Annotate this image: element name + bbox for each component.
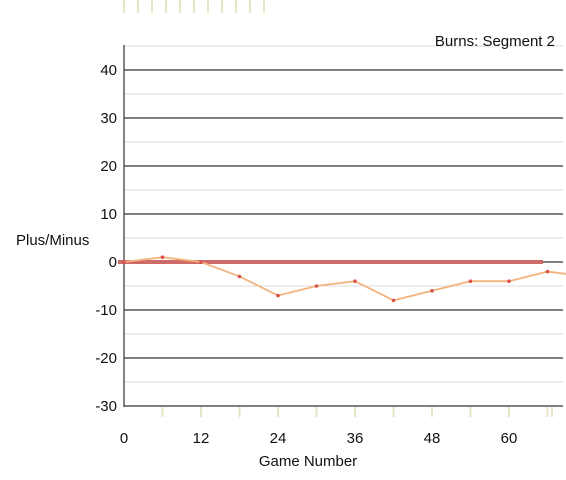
data-point [545, 269, 550, 274]
data-point [353, 279, 357, 284]
y-axis-label: Plus/Minus [16, 232, 89, 249]
data-point [122, 260, 126, 264]
data-point [507, 279, 511, 284]
x-tick-label: 48 [424, 430, 441, 447]
chart-title: Burns: Segment 2 [435, 33, 555, 50]
data-point [276, 293, 280, 298]
y-tick-label: 10 [100, 206, 117, 223]
data-point [160, 255, 165, 259]
top-decorative-ticks [123, 0, 265, 13]
y-tick-label: 30 [100, 110, 117, 127]
y-tick-label: 40 [100, 62, 117, 79]
x-tick-label: 60 [501, 430, 518, 447]
data-point [237, 274, 242, 279]
y-tick-label: 20 [100, 158, 117, 175]
data-point [314, 284, 319, 288]
data-point [391, 298, 396, 303]
x-tick-label: 24 [270, 430, 287, 447]
y-tick-label: -10 [95, 302, 117, 319]
x-tick-label: 36 [347, 430, 364, 447]
y-tick-label: -30 [95, 398, 117, 415]
x-tick-label: 0 [120, 430, 128, 447]
data-point [468, 279, 473, 284]
data-point [199, 260, 203, 264]
x-tick-label: 12 [193, 430, 210, 447]
x-axis-label: Game Number [259, 453, 357, 470]
gridlines [124, 45, 563, 407]
y-tick-label: 0 [109, 254, 117, 271]
data-point [430, 289, 434, 293]
y-tick-label: -20 [95, 350, 117, 367]
series-line [123, 256, 566, 302]
series-layer [122, 255, 566, 303]
x-tick-marks [161, 407, 553, 417]
